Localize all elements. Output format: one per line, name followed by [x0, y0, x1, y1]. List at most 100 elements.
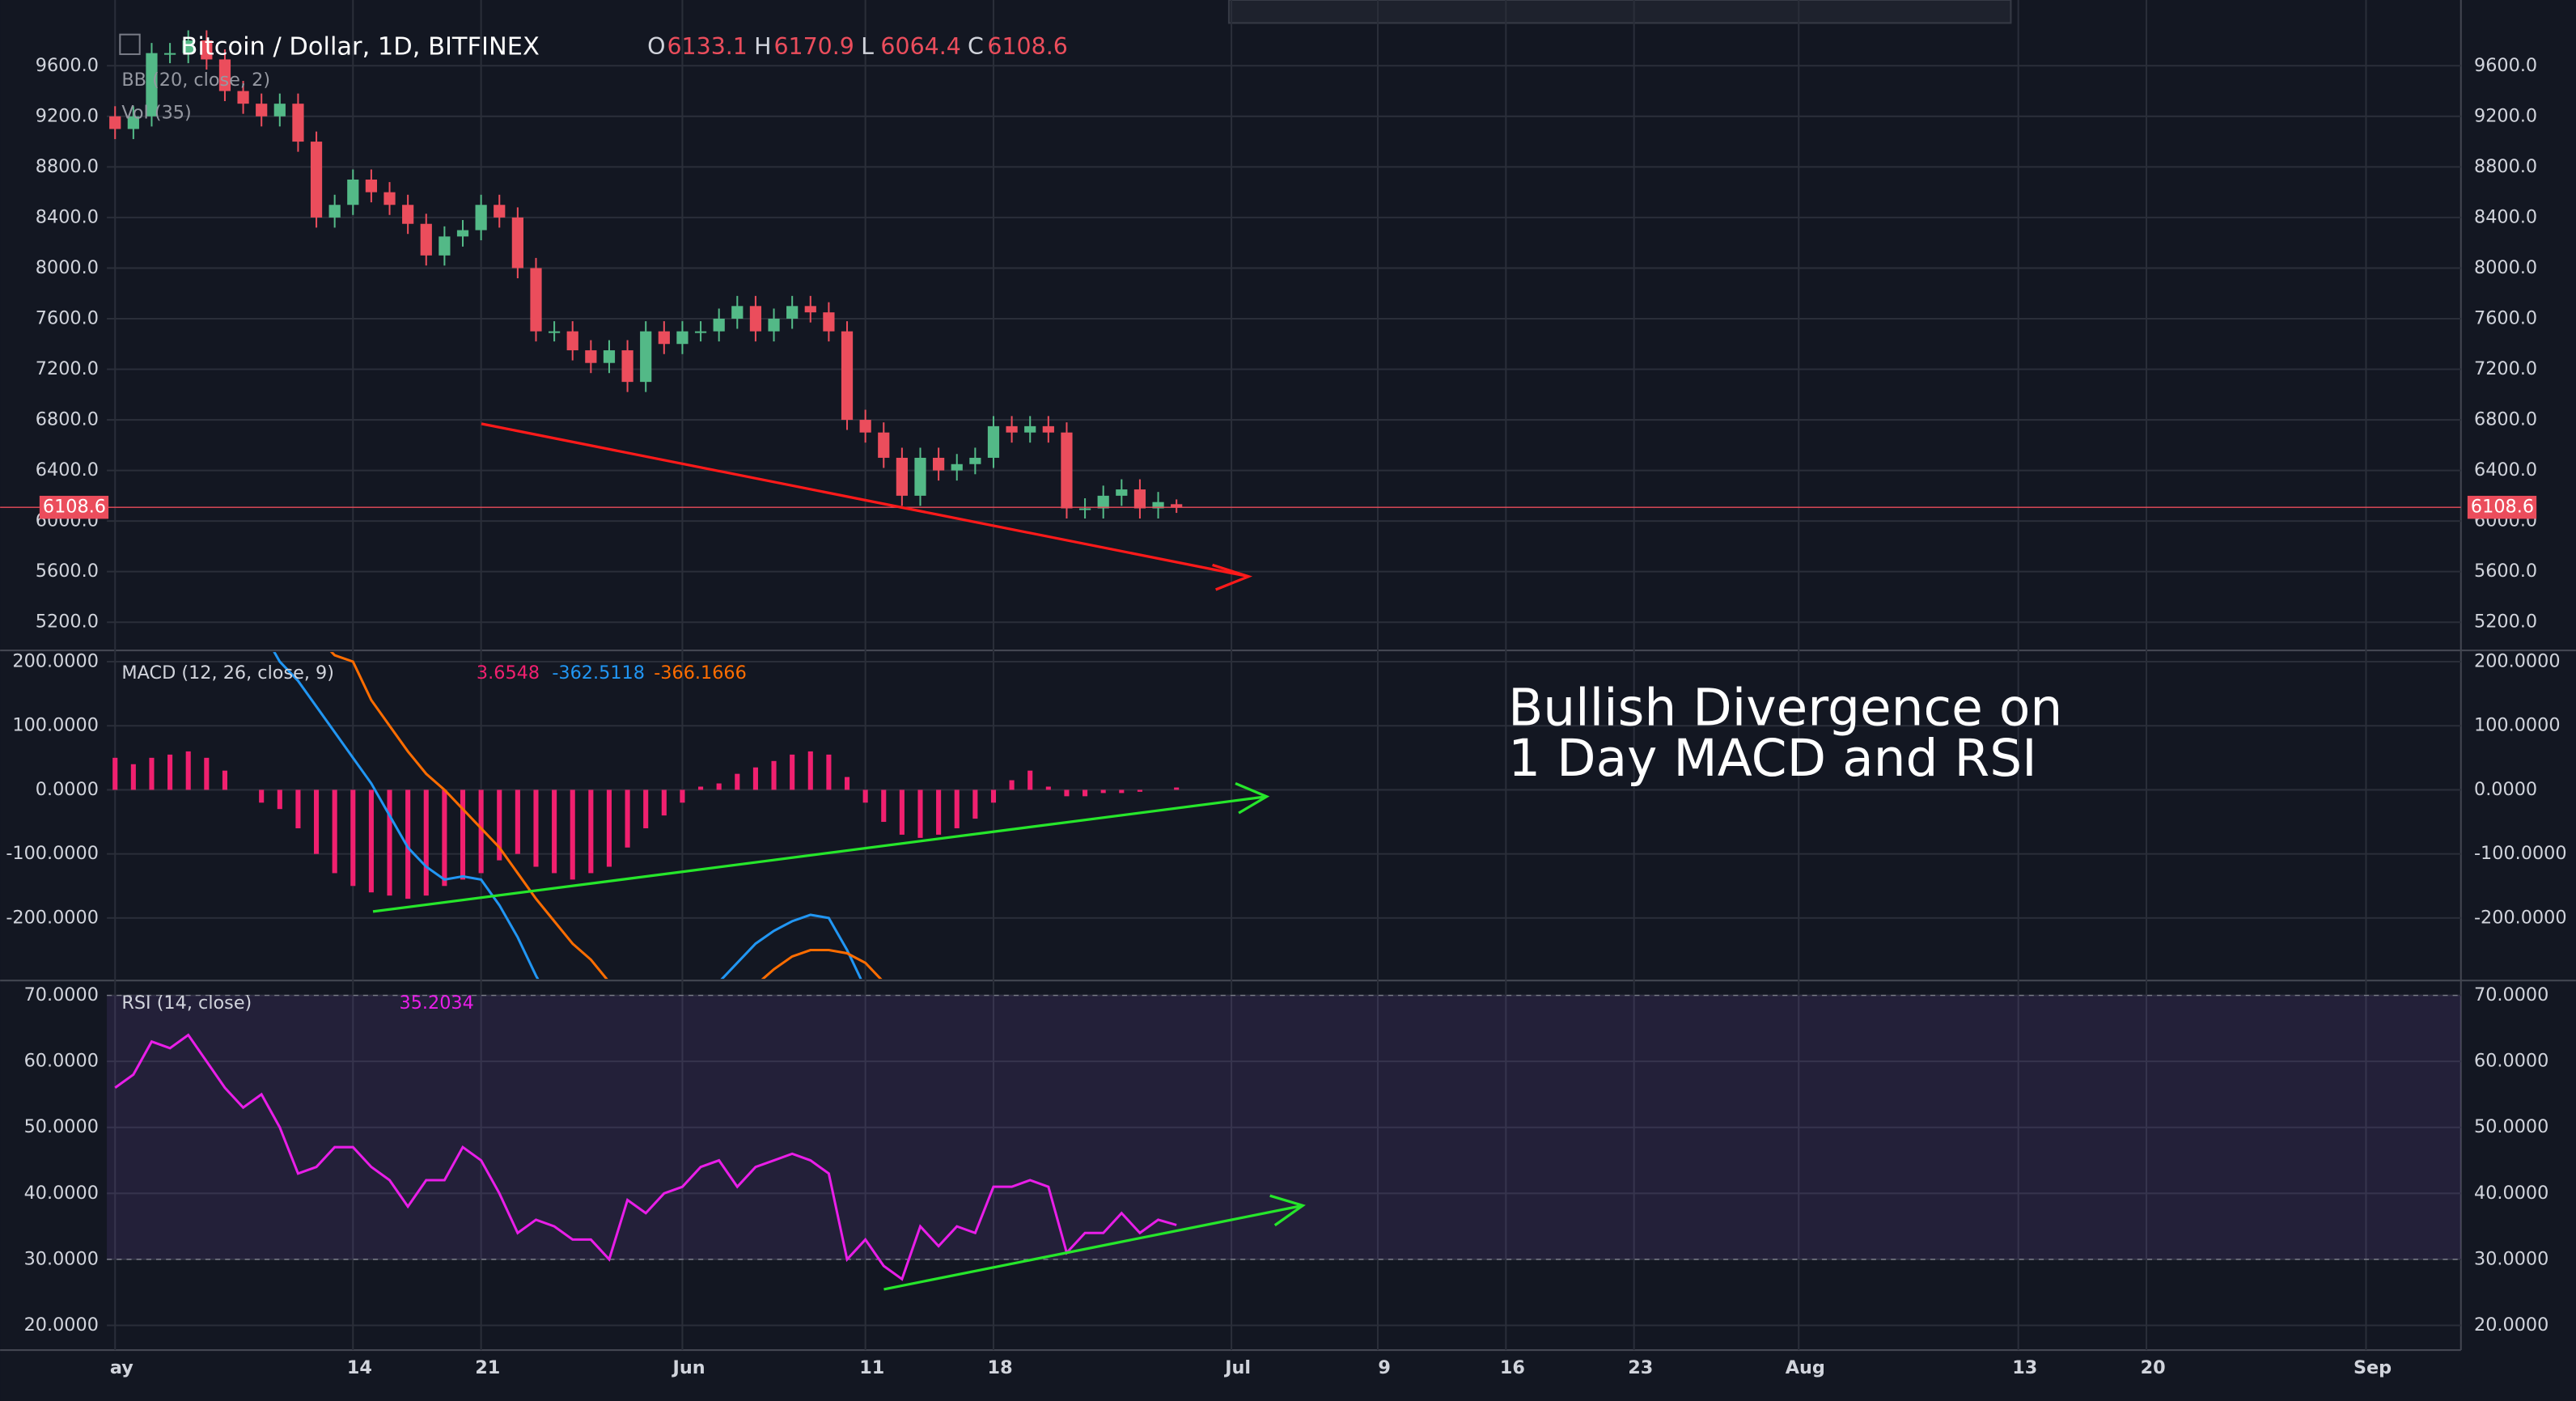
y-tick-label: 100.0000 [12, 715, 99, 736]
macd-histogram-bar [588, 789, 594, 874]
ohlc-legend: O 6133.1 H 6170.9 L 6064.4 C 6108.6 [647, 33, 1068, 60]
macd-histogram-bar [515, 789, 520, 854]
candles [109, 30, 1183, 519]
candle-body [768, 318, 780, 332]
x-tick-label: 14 [347, 1357, 372, 1378]
macd-histogram-bar [570, 789, 575, 880]
y-tick-label: 0.0000 [36, 779, 99, 800]
y-tick-label: 5200.0 [36, 612, 99, 633]
x-tick-label: 18 [988, 1357, 1013, 1378]
x-tick-label: Jun [672, 1357, 705, 1378]
macd-histogram-bar [478, 789, 484, 874]
candle-body [694, 331, 707, 333]
y-tick-label: 20.0000 [2474, 1314, 2548, 1335]
ohlc-value: 6064.4 [880, 33, 960, 60]
candle-body [494, 205, 506, 218]
candle-body [201, 40, 213, 60]
macd-histogram-bar [387, 789, 392, 896]
green-trend-line [372, 795, 1267, 913]
candle-body [585, 350, 597, 363]
x-tick-label: ay [110, 1357, 133, 1378]
y-tick-label: 20.0000 [24, 1314, 99, 1335]
y-tick-label: 8000.0 [2474, 257, 2537, 278]
macd-title[interactable]: MACD (12, 26, close, 9) [121, 662, 334, 684]
macd-histogram-bar [606, 789, 612, 867]
ohlc-value: 6170.9 [773, 33, 854, 60]
indicator-label[interactable]: BB (20, close, 2) [121, 70, 270, 91]
candle-body [896, 457, 908, 496]
candle-body [292, 104, 304, 142]
candle-body [420, 223, 432, 256]
rsi-title[interactable]: RSI (14, close) [121, 993, 252, 1014]
y-tick-label: 8800.0 [2474, 156, 2537, 177]
candle-body [566, 331, 578, 351]
y-tick-label: 6400.0 [36, 459, 99, 480]
macd-histogram-bar [295, 789, 301, 828]
candle-body [365, 179, 378, 193]
macd-histogram-bar [1064, 789, 1070, 797]
collapse-button[interactable] [119, 33, 141, 56]
x-tick-label: 13 [2012, 1357, 2037, 1378]
macd-histogram-bar [1100, 789, 1106, 794]
candle-body [987, 425, 1000, 458]
candle-body [530, 268, 542, 332]
macd-histogram-bar [497, 789, 502, 861]
candle-body [969, 457, 981, 464]
candle-body [603, 350, 616, 363]
y-tick-label: 5200.0 [2474, 612, 2537, 633]
y-tick-label: -100.0000 [6, 843, 99, 864]
candle-body [402, 205, 414, 224]
macd-histogram-bar [423, 789, 429, 896]
price-tag-label: 6108.6 [2471, 497, 2534, 518]
candle-body [273, 104, 286, 116]
candle-body [1097, 495, 1109, 509]
y-tick-label: 7200.0 [2474, 358, 2537, 379]
candle-body [328, 205, 341, 218]
y-tick-label: 9200.0 [36, 105, 99, 126]
ohlc-value: 6133.1 [667, 33, 747, 60]
candle-body [1061, 432, 1073, 509]
macd-histogram-bar [552, 789, 557, 874]
candle-body [1042, 425, 1054, 433]
macd-histogram-bar [222, 770, 227, 790]
candle-body [676, 331, 688, 345]
macd-histogram-bar [277, 789, 282, 810]
candle-body [109, 116, 121, 129]
macd-histogram-bar [698, 786, 704, 790]
macd-histogram-bar [680, 789, 685, 803]
symbol-title[interactable]: Bitcoin / Dollar, 1D, BITFINEX [180, 32, 539, 61]
rsi-band [107, 995, 2461, 1259]
macd-histogram-bar [1174, 787, 1180, 790]
candle-body [439, 236, 451, 256]
x-tick-label: 16 [1500, 1357, 1525, 1378]
y-tick-label: 6400.0 [2474, 459, 2537, 480]
candle-body [786, 306, 799, 319]
candle-body [1152, 502, 1164, 509]
candle-body [163, 53, 176, 55]
candle-body [823, 312, 835, 332]
macd-histogram-bar [954, 789, 960, 828]
macd-histogram-bar [1083, 789, 1088, 797]
macd-histogram-bar [1045, 786, 1051, 790]
macd-histogram-bar [130, 764, 136, 790]
x-tick-label: 23 [1628, 1357, 1653, 1378]
macd-histogram-bar [368, 789, 374, 893]
y-tick-label: 8400.0 [2474, 206, 2537, 227]
y-tick-label: 30.0000 [24, 1248, 99, 1269]
macd-histogram-bar [1009, 780, 1015, 790]
macd-histogram-bar [625, 789, 630, 848]
candle-body [933, 457, 945, 471]
x-tick-label: Sep [2354, 1357, 2392, 1378]
macd-histogram-bar [881, 789, 887, 823]
indicator-label[interactable]: Vol (35) [121, 103, 191, 124]
candle-body [1171, 504, 1183, 508]
x-tick-label: 21 [475, 1357, 500, 1378]
price-tag [2467, 495, 2537, 519]
rsi-line [114, 1033, 1177, 1281]
drawing-toolbar[interactable] [1227, 0, 2012, 24]
y-tick-label: 70.0000 [24, 984, 99, 1005]
macd-hist-value: 3.6548 [477, 662, 540, 684]
y-tick-label: -100.0000 [2474, 843, 2567, 864]
price-tag [39, 495, 109, 519]
